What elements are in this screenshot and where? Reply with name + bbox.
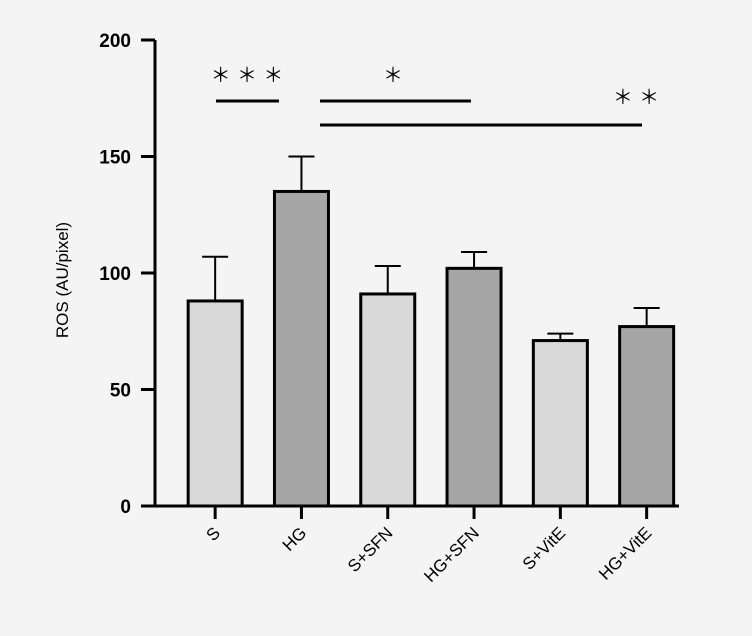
y-tick-label: 0 [120, 497, 131, 518]
significance-label: ＊ ＊ [613, 85, 659, 109]
bar [186, 299, 244, 508]
y-tick-label: 50 [110, 381, 131, 402]
bar [272, 189, 330, 508]
category-label: HG+SFN [420, 523, 483, 586]
significance-label: ＊ [383, 63, 403, 87]
bar [445, 266, 503, 508]
category-label: HG+VitE [595, 523, 655, 583]
y-tick-label: 200 [99, 31, 131, 52]
category-label: S+SFN [344, 523, 397, 576]
category-label: S+VitE [519, 523, 569, 573]
y-tick-label: 100 [99, 264, 131, 285]
category-label: S [203, 523, 224, 544]
y-axis-title: ROS (AU/pixel) [53, 222, 72, 338]
y-tick-label: 150 [99, 148, 131, 169]
category-label: HG [279, 523, 310, 554]
bar [531, 339, 589, 508]
bar [359, 292, 417, 508]
significance-label: ＊ ＊ ＊ [211, 63, 284, 87]
bar [618, 325, 676, 508]
